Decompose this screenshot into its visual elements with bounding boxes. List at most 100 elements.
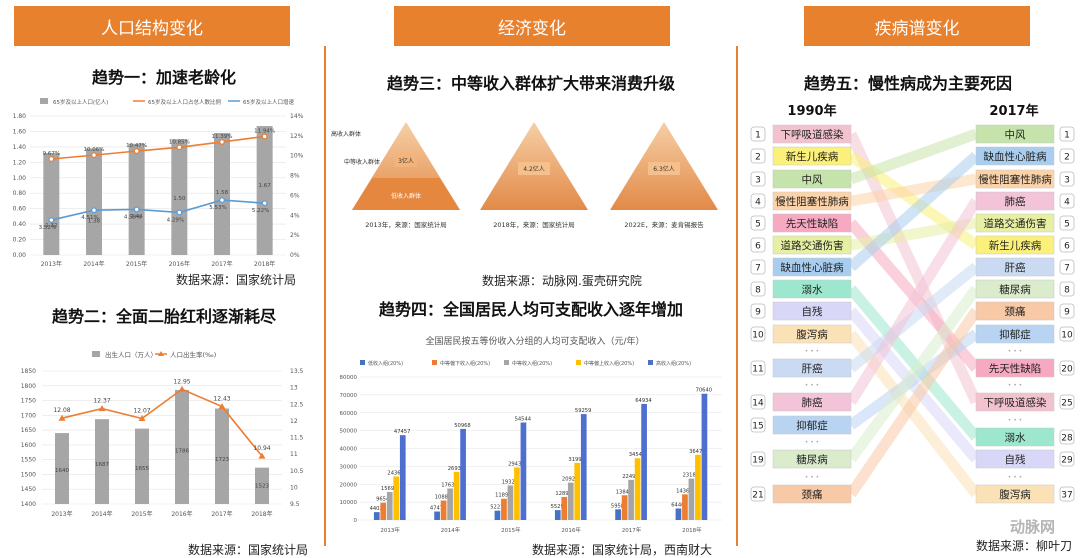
trend-2-title: 趋势二：全面二胎红利逐渐耗尽 [51,307,276,326]
rank-box-right [975,124,1055,144]
x-tick: 2015年 [126,260,147,268]
rank-box-left [772,301,852,321]
bar-label: 36471 [689,449,706,455]
data-label: 10.47% [126,143,147,149]
rank-box-left [772,449,852,469]
legend-swatch [92,351,100,357]
legend-swatch [504,360,509,365]
y-tick-left: 0.40 [13,221,27,228]
bar [621,495,628,520]
legend-swatch [576,360,581,365]
rank-number-box [750,215,766,231]
bar-label: 4747 [430,506,443,512]
middle-box [395,154,417,167]
y-tick-left: 0.60 [13,206,27,213]
x-tick: 2018年 [251,510,272,518]
x-tick: 2018年 [682,526,702,534]
y-tick-left: 0.20 [13,237,27,244]
rank-box-left [772,257,852,277]
trend-4-title: 趋势四：全国居民人均可支配收入逐年增加 [378,300,683,319]
data-label: 4.51% [81,215,98,221]
rank-box-right [975,392,1055,412]
rank-number-box [1059,171,1075,187]
data-label: 12.07 [133,408,150,415]
y-tick-left: 1.40 [13,144,27,151]
bar [440,500,447,520]
bar [675,508,682,520]
bar [214,132,230,255]
data-point [138,415,146,422]
legend-label: 中等偏下收入组(20%) [440,360,490,367]
bar-label: 5958 [611,503,624,509]
source-1: 数据来源：国家统计局 [176,273,297,287]
y-tick-left: 1650 [21,427,36,434]
source-2: 数据来源：国家统计局 [188,543,309,557]
data-label: 12.95 [173,378,190,385]
y-tick-left: 1700 [21,412,36,419]
rank-label: 道路交通伤害 [984,217,1047,230]
bar-label: 13843 [616,489,633,495]
bar [580,414,587,520]
rank-number-box [750,126,766,142]
data-point [48,156,55,162]
rank-number-box [1059,126,1075,142]
y-tick: 80000 [340,375,358,381]
bar-label: 1.44 [131,214,144,220]
y-tick: 50000 [340,429,358,435]
bar [128,143,145,255]
rank-number: 3 [1064,176,1070,186]
ellipsis: • • • [1008,382,1022,389]
bar-label: 1523 [255,484,269,490]
rank-number-box [750,237,766,253]
legend-label: 65岁及以上人口占总人数比例 [148,98,221,106]
x-tick: 2015年 [131,510,152,518]
x-tick: 2014年 [83,260,104,268]
bar [447,488,453,520]
ellipsis: • • • [1008,474,1022,481]
series-line [51,135,265,160]
pyramid-caption: 2018年，来源：国家统计局 [493,220,575,229]
rank-number: 4 [755,198,761,208]
y-tick-left: 1800 [21,383,36,390]
middle-box [648,162,680,175]
pyramid-caption: 2022E，来源：麦肯锡报告 [624,220,704,229]
rank-number: 28 [1061,434,1073,444]
rank-number-box [750,148,766,164]
rank-number: 14 [752,399,764,409]
rank-box-right [975,358,1055,378]
bar [55,433,69,504]
rank-box-right [975,146,1055,166]
tier-label: 中等收入群体 [344,158,380,166]
rank-number: 1 [1064,131,1070,141]
rank-label: 糖尿病 [999,283,1031,296]
rank-number-box [750,171,766,187]
rank-box-right [975,301,1055,321]
rank-number-box [1059,326,1075,342]
rank-label: 缺血性心脏病 [781,261,844,274]
y-tick-right: 11 [290,451,298,458]
rank-number-box [750,360,766,376]
rank-box-left [772,213,852,233]
bar [393,476,400,520]
bar [95,419,109,504]
ellipsis: • • • [805,474,819,481]
x-tick: 2016年 [561,526,581,534]
data-point [176,209,183,216]
rank-label: 先天性缺陷 [989,362,1042,375]
bar-label: 19320 [502,479,519,485]
rank-box-left [772,279,852,299]
y-tick: 0 [354,518,358,524]
source-3: 数据来源：动脉网.蛋壳研究院 [482,274,642,288]
bar-label: 11894 [495,493,512,499]
rank-label: 肝癌 [1005,261,1027,274]
legend-marker [158,351,164,356]
bar [43,153,60,255]
bar-label: 31990 [568,457,585,463]
aging-chart: 65岁及以上人口(亿人) 65岁及以上人口占总人数比例 65岁及以上人口增速 0.00… [13,98,304,268]
legend-label: 中等偏上收入组(20%) [584,360,634,367]
bar-label: 26937 [448,466,465,472]
bar [507,485,514,520]
rank-number-box [1059,148,1075,164]
x-tick: 2016年 [169,260,190,268]
rank-number: 6 [1064,242,1070,252]
